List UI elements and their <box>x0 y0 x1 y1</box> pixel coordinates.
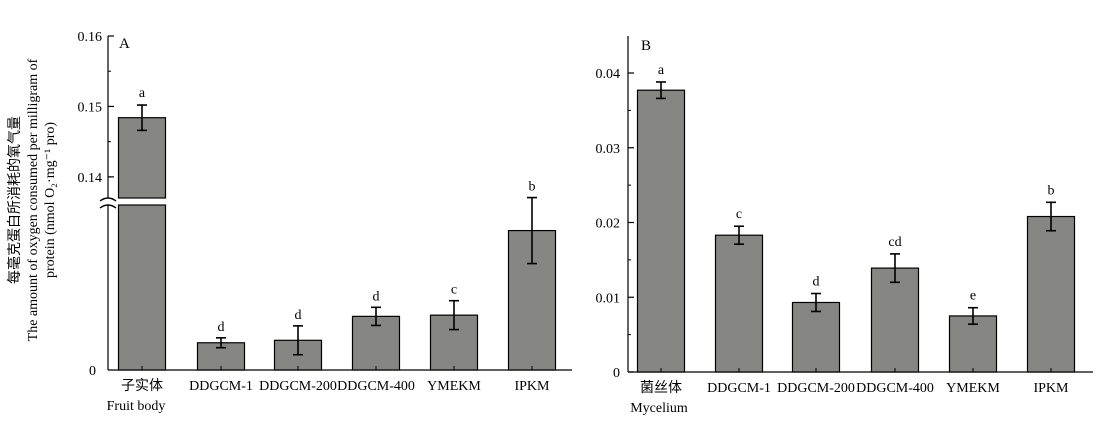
panel-b-bar <box>1026 215 1076 373</box>
panel-a-bar <box>117 204 167 371</box>
panel-b-x-tick-label: DDGCM-1 <box>707 381 771 396</box>
panel-b-x-tick-sublabel: Mycelium <box>630 401 688 416</box>
panel-b-y-tick-label: 0.03 <box>596 142 621 157</box>
panel-a-axis-break-mark <box>99 197 117 202</box>
panel-a-x-tick-label: 子实体 <box>121 378 163 394</box>
panel-a-axis-break-mark <box>99 204 117 209</box>
panel-b-y-tick-label: 0.02 <box>596 217 621 232</box>
panel-a-y-tick-label: 0.16 <box>78 30 103 45</box>
panel-b-y-tick-label: 0.01 <box>596 291 621 306</box>
panel-a-x-tick-label: DDGCM-400 <box>337 379 415 394</box>
panel-a-y-tick-label: 0.15 <box>78 100 103 115</box>
panel-b-x-tick-label: YMEKM <box>946 381 1000 396</box>
panel-b-bar <box>870 267 920 373</box>
panel-a-significance-label: c <box>451 283 457 298</box>
panel-a-marks: 0.14 0.15 0.16 0 a 子实体 Fruit body d DDGCM-1 d DDGC… <box>78 30 572 414</box>
panel-b-bar <box>948 315 998 373</box>
panel-b-significance-label: b <box>1048 183 1055 198</box>
panel-b-marks: 0 0.01 0.02 0.03 0.04 a 菌丝体 Mycelium c DDGCM-1 d DD… <box>596 36 1093 416</box>
panel-a-significance-label: d <box>373 289 380 304</box>
panel-a-x-tick-sublabel: Fruit body <box>107 399 166 414</box>
panel-b-label: B <box>641 38 651 54</box>
panel-b-significance-label: e <box>970 289 976 304</box>
panel-b-x-tick-label: IPKM <box>1033 381 1069 396</box>
panel-b-bar <box>636 89 686 373</box>
panel-b-bar <box>791 301 841 373</box>
panel-a-y-tick-label: 0.14 <box>78 171 103 186</box>
panel-a-ylabel-en-1: The amount of oxygen consumed per millig… <box>26 58 41 341</box>
panel-b-x-tick-label: DDGCM-200 <box>777 381 855 396</box>
panel-a-x-tick-label: DDGCM-200 <box>259 379 337 394</box>
panel-a-ylabel-cn: 每毫克蛋白所消耗的氧气量 <box>6 116 23 284</box>
panel-b-x-tick-label: 菌丝体 <box>640 380 682 396</box>
panel-b-significance-label: c <box>736 207 742 222</box>
panel-a-significance-label: d <box>218 320 225 335</box>
panel-a-significance-label: d <box>295 308 302 323</box>
panel-a-significance-label: a <box>139 86 146 101</box>
panel-a-label: A <box>119 36 130 52</box>
panel-b-significance-label: cd <box>888 235 901 250</box>
panel-b-bar <box>714 234 764 373</box>
panel-a-significance-label: b <box>529 180 536 195</box>
panel-a-x-tick-label: IPKM <box>514 379 550 394</box>
panel-a-x-tick-label: YMEKM <box>427 379 481 394</box>
panel-b-significance-label: a <box>658 63 665 78</box>
panel-a-y-tick-label: 0 <box>89 364 96 379</box>
panel-a-x-tick-label: DDGCM-1 <box>189 379 253 394</box>
panel-b-x-tick-label: DDGCM-400 <box>856 381 934 396</box>
panel-b-y-tick-label: 0.04 <box>596 67 621 82</box>
panel-b-significance-label: d <box>813 275 820 290</box>
panel-b-y-tick-label: 0 <box>613 366 620 381</box>
panel-a-ylabel-en-2: protein (nmol O₂·mg⁻¹ pro) <box>43 122 58 278</box>
